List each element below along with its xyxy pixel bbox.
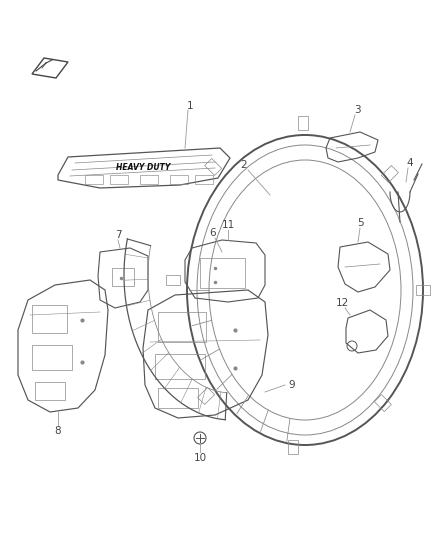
- Text: 10: 10: [194, 453, 207, 463]
- Bar: [112, 268, 134, 286]
- Bar: [288, 440, 298, 454]
- Text: 6: 6: [210, 228, 216, 238]
- Bar: [32, 305, 67, 333]
- Text: 5: 5: [357, 218, 363, 228]
- Bar: [35, 382, 65, 400]
- Bar: [195, 175, 213, 184]
- Bar: [198, 387, 215, 405]
- Text: 12: 12: [336, 298, 349, 308]
- Text: 11: 11: [221, 220, 235, 230]
- Bar: [158, 312, 206, 342]
- Text: 1: 1: [187, 101, 193, 111]
- Bar: [416, 285, 430, 295]
- Bar: [298, 116, 308, 130]
- Bar: [140, 175, 158, 184]
- Bar: [155, 354, 205, 379]
- Bar: [170, 175, 188, 184]
- Text: 9: 9: [289, 380, 295, 390]
- Bar: [381, 166, 399, 182]
- Bar: [200, 258, 245, 288]
- Text: 4: 4: [407, 158, 413, 168]
- Bar: [166, 275, 180, 285]
- Text: 3: 3: [354, 105, 360, 115]
- Bar: [205, 158, 222, 175]
- Text: 8: 8: [55, 426, 61, 436]
- Bar: [374, 394, 391, 411]
- Bar: [32, 345, 72, 370]
- Bar: [85, 175, 103, 184]
- Text: HEAVY DUTY: HEAVY DUTY: [116, 164, 170, 173]
- Bar: [158, 388, 198, 408]
- Text: 2: 2: [241, 160, 247, 170]
- Bar: [110, 175, 128, 184]
- Text: 7: 7: [115, 230, 121, 240]
